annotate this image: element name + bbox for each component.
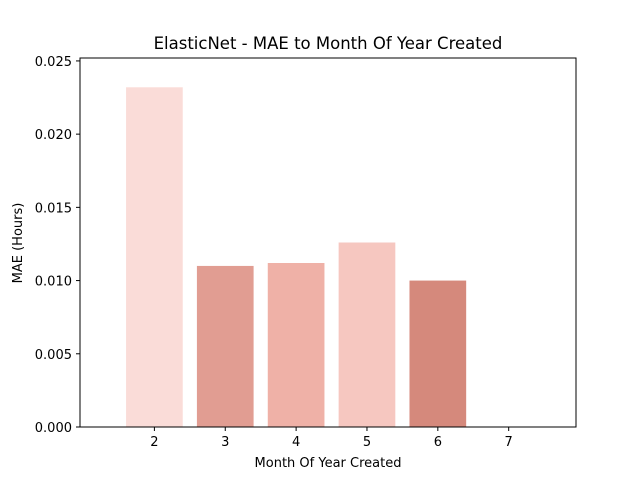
bar-month-2 (126, 87, 183, 428)
chart-title: ElasticNet - MAE to Month Of Year Create… (154, 34, 503, 53)
y-tick-label: 0.015 (35, 201, 72, 216)
bar-month-3 (196, 265, 254, 427)
x-tick-label: 3 (221, 435, 229, 450)
x-axis-label: Month Of Year Created (255, 456, 402, 471)
y-tick-label: 0.000 (35, 421, 72, 436)
x-tick-label: 2 (150, 435, 158, 450)
bar-month-6 (409, 280, 467, 427)
y-tick-label: 0.005 (35, 348, 72, 363)
x-tick-label: 5 (363, 435, 371, 450)
y-axis-label: MAE (Hours) (11, 203, 26, 284)
x-axis: 2 3 4 5 6 7 (150, 427, 513, 450)
y-tick-label: 0.020 (35, 128, 72, 143)
y-tick-label: 0.010 (35, 275, 72, 290)
x-tick-label: 4 (292, 435, 300, 450)
x-tick-label: 7 (505, 435, 513, 450)
y-tick-label: 0.025 (35, 55, 72, 70)
x-tick-label: 6 (434, 435, 442, 450)
bar-month-4 (267, 263, 325, 427)
bars-layer (126, 87, 467, 428)
y-axis: 0.000 0.005 0.010 0.015 0.020 0.025 (35, 55, 80, 436)
plot-frame (79, 57, 577, 428)
bar-month-5 (338, 242, 396, 427)
